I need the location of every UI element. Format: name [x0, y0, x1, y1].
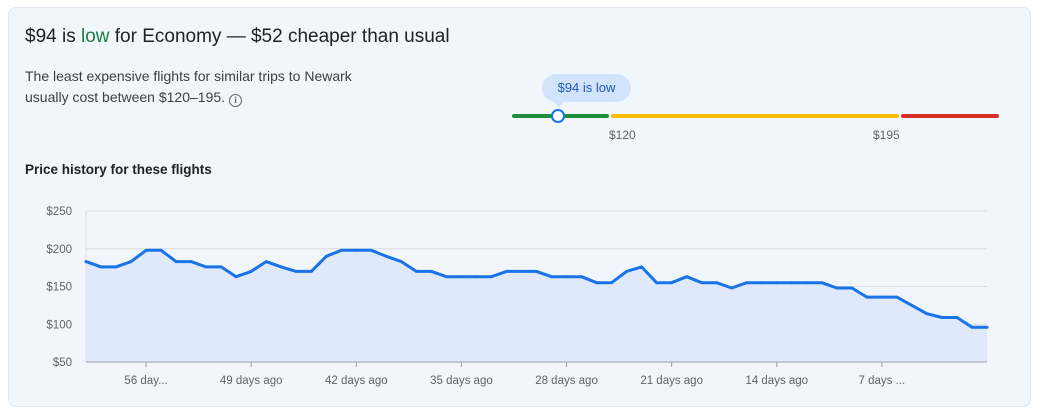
range-high-threshold: $195 [873, 128, 900, 142]
price-point [655, 281, 658, 285]
price-level-word: low [80, 26, 110, 47]
price-point [204, 265, 208, 269]
price-point [895, 295, 899, 299]
price-point [520, 270, 523, 273]
price-point [910, 304, 914, 307]
price-point [294, 270, 298, 273]
price-point [234, 275, 238, 279]
price-point [354, 248, 358, 252]
price-area-fill [86, 250, 987, 362]
range-typical-segment [611, 114, 899, 118]
price-point [264, 260, 268, 263]
price-point [715, 281, 719, 285]
price-point [805, 281, 809, 285]
price-point [309, 270, 313, 273]
price-point [129, 260, 133, 263]
x-tick-label: 49 days ago [220, 375, 283, 387]
x-tick-label: 7 days ... [859, 375, 906, 387]
price-point [159, 248, 163, 252]
price-point [880, 295, 884, 299]
price-point [745, 281, 749, 285]
price-point [460, 275, 463, 279]
x-tick-label: 42 days ago [325, 375, 388, 387]
price-point [940, 316, 944, 319]
x-tick-label: 35 days ago [430, 375, 493, 387]
x-tick-label: 21 days ago [640, 375, 703, 387]
price-point [670, 281, 673, 285]
x-tick-label: 14 days ago [745, 375, 808, 387]
price-point [324, 254, 328, 258]
price-point [415, 270, 418, 273]
price-point [565, 275, 568, 279]
price-point [610, 281, 613, 285]
price-point [339, 248, 343, 252]
price-point [925, 312, 929, 316]
price-point [625, 270, 628, 273]
price-point [640, 265, 643, 269]
price-point [820, 281, 824, 285]
y-tick-label: $150 [46, 282, 72, 294]
price-point [595, 281, 598, 285]
price-point [430, 270, 433, 273]
price-point [535, 270, 538, 273]
x-tick-label: 56 day... [124, 375, 167, 387]
price-point [835, 286, 839, 290]
price-point [775, 281, 779, 285]
price-point [985, 325, 989, 329]
description-text: The least expensive flights for similar … [25, 68, 352, 105]
price-headline: $94 is low for Economy — $52 cheaper tha… [25, 26, 450, 48]
price-point [730, 286, 734, 290]
range-low-threshold: $120 [609, 128, 636, 142]
y-tick-label: $250 [46, 206, 72, 218]
price-point [99, 265, 103, 269]
price-point [249, 270, 253, 273]
price-point [865, 295, 869, 299]
price-point [475, 275, 478, 279]
price-point [399, 260, 403, 263]
price-point [219, 265, 223, 269]
price-point [490, 275, 493, 279]
price-point [955, 316, 959, 319]
price-point [445, 275, 448, 279]
range-high-segment [901, 114, 999, 118]
price-description: The least expensive flights for similar … [25, 66, 395, 108]
y-tick-label: $100 [46, 319, 72, 331]
price-history-title: Price history for these flights [25, 162, 212, 177]
price-point [760, 281, 764, 285]
price-point [850, 286, 854, 290]
price-point [685, 275, 689, 279]
price-point [384, 254, 388, 258]
y-tick-label: $200 [46, 244, 72, 256]
price-point [84, 260, 88, 263]
price-point [189, 260, 193, 263]
current-price-marker [551, 109, 565, 123]
price-point [369, 248, 373, 252]
price-point [114, 265, 118, 269]
y-tick-label: $50 [53, 357, 72, 369]
headline-price: $94 is [25, 26, 81, 47]
info-icon[interactable]: i [229, 94, 243, 107]
bubble-pointer [553, 101, 565, 107]
price-point [970, 325, 974, 329]
price-point [580, 275, 583, 279]
price-point [700, 281, 704, 285]
price-point [144, 248, 148, 252]
price-point [279, 265, 283, 269]
current-price-bubble: $94 is low [542, 74, 631, 102]
headline-suffix: for Economy — $52 cheaper than usual [109, 26, 450, 47]
price-point [505, 270, 508, 273]
price-point [790, 281, 794, 285]
x-tick-label: 28 days ago [535, 375, 598, 387]
price-point [174, 260, 178, 263]
price-point [550, 275, 553, 279]
